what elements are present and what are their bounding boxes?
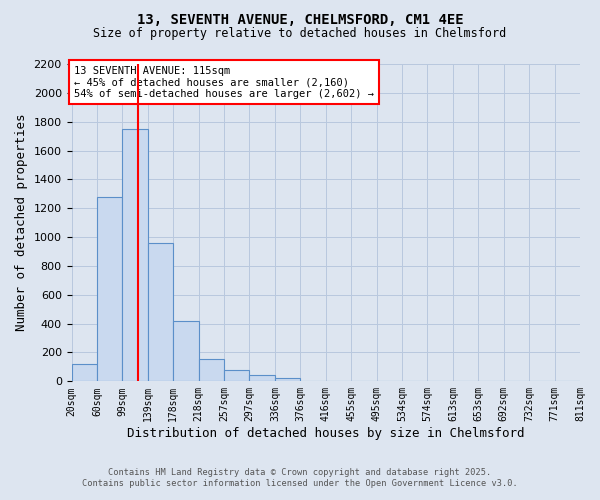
Bar [71, 364, 97, 382]
Bar [275, 378, 301, 382]
Bar [122, 129, 148, 382]
Text: Size of property relative to detached houses in Chelmsford: Size of property relative to detached ho… [94, 28, 506, 40]
Bar [250, 375, 275, 382]
X-axis label: Distribution of detached houses by size in Chelmsford: Distribution of detached houses by size … [127, 427, 524, 440]
Y-axis label: Number of detached properties: Number of detached properties [15, 114, 28, 332]
Bar [148, 243, 173, 382]
Bar [173, 321, 199, 382]
Text: 13, SEVENTH AVENUE, CHELMSFORD, CM1 4EE: 13, SEVENTH AVENUE, CHELMSFORD, CM1 4EE [137, 12, 463, 26]
Bar [199, 359, 224, 382]
Bar [301, 380, 326, 382]
Text: 13 SEVENTH AVENUE: 115sqm
← 45% of detached houses are smaller (2,160)
54% of se: 13 SEVENTH AVENUE: 115sqm ← 45% of detac… [74, 66, 374, 99]
Bar [97, 196, 122, 382]
Text: Contains HM Land Registry data © Crown copyright and database right 2025.
Contai: Contains HM Land Registry data © Crown c… [82, 468, 518, 487]
Bar [224, 370, 250, 382]
